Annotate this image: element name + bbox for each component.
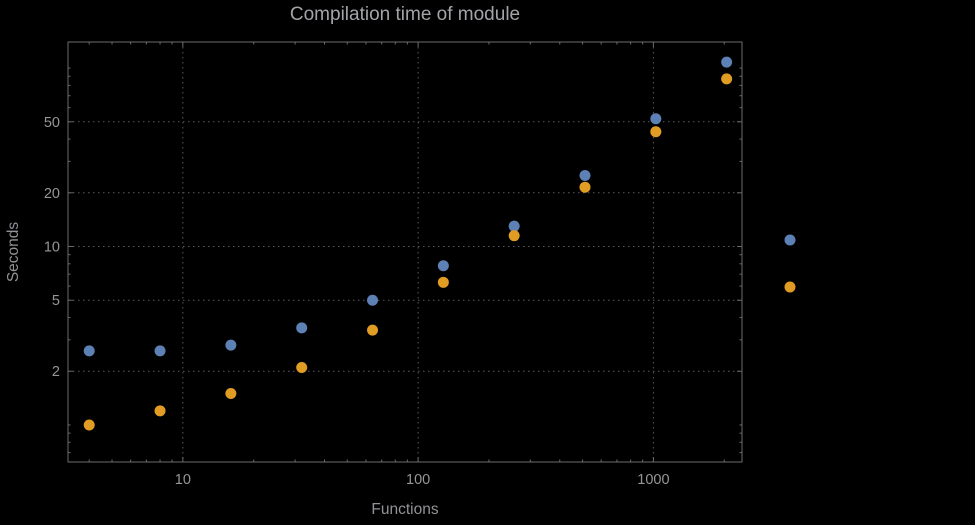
data-point-series-1 <box>154 345 166 357</box>
data-point-series-2 <box>437 276 449 288</box>
data-point-series-2 <box>721 73 733 85</box>
data-point-series-2 <box>225 388 237 400</box>
data-point-series-2 <box>508 230 520 242</box>
data-point-series-2 <box>579 181 591 193</box>
data-point-series-1 <box>437 260 449 272</box>
data-point-series-1 <box>367 294 379 306</box>
data-point-series-1 <box>721 56 733 68</box>
data-point-series-2 <box>83 419 95 431</box>
data-point-series-2 <box>367 324 379 336</box>
chart-title: Compilation time of module <box>289 4 521 25</box>
data-point-series-1 <box>579 170 591 182</box>
data-point-series-2 <box>650 126 662 138</box>
data-point-series-1 <box>650 113 662 125</box>
y-tick-label: 10 <box>44 240 60 256</box>
data-point-series-1 <box>296 322 308 334</box>
data-point-series-1 <box>225 339 237 351</box>
x-tick-label: 1000 <box>637 472 669 488</box>
data-point-series-1 <box>508 220 520 232</box>
legend-marker-series-1 <box>784 234 796 246</box>
x-tick-label: 100 <box>406 472 430 488</box>
y-axis-label: Seconds <box>5 221 22 283</box>
y-tick-label: 50 <box>44 115 60 131</box>
data-point-series-2 <box>296 361 308 373</box>
data-point-series-2 <box>154 405 166 417</box>
plot-frame <box>67 41 743 463</box>
y-tick-label: 5 <box>52 293 60 309</box>
legend-marker-series-2 <box>784 281 796 293</box>
y-tick-label: 20 <box>44 186 60 202</box>
data-point-series-1 <box>83 345 95 357</box>
y-tick-label: 2 <box>52 364 60 380</box>
x-tick-label: 10 <box>175 472 191 488</box>
x-axis-label: Functions <box>371 501 439 518</box>
